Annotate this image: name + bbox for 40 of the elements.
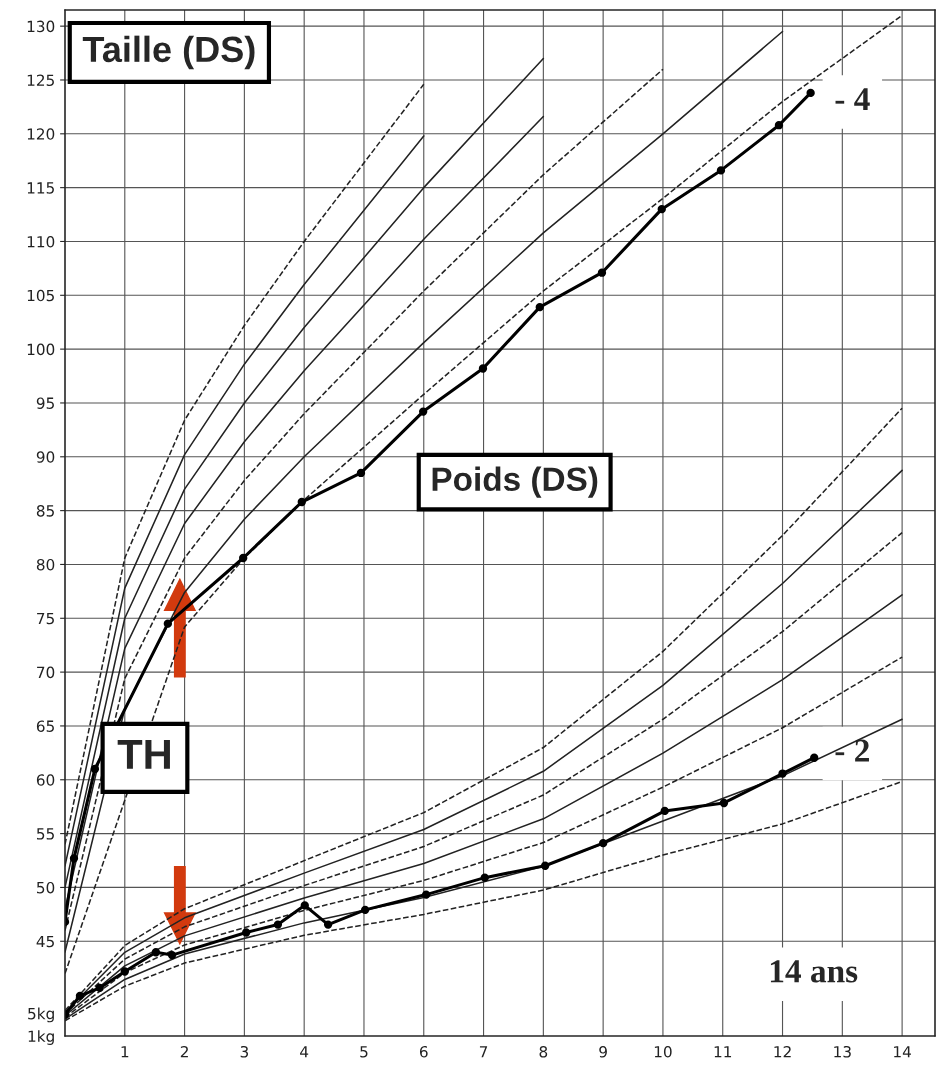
y-tick-label: 85 [36, 505, 54, 517]
annotation: - 4 [835, 88, 870, 111]
y-tick-label: 95 [36, 397, 54, 409]
y-tick-label: 105 [27, 289, 54, 302]
x-tick-label: 5 [360, 1046, 368, 1058]
x-tick-label: 12 [774, 1045, 791, 1058]
annotation: Taille (DS) [82, 35, 255, 70]
x-tick-label: 1 [121, 1046, 129, 1058]
y-tick-label: 45 [36, 935, 54, 948]
x-tick-label: 7 [479, 1046, 488, 1058]
x-tick-label: 6 [419, 1045, 428, 1058]
y-tick-label: 70 [37, 666, 55, 679]
y-tick-label: 60 [36, 774, 55, 786]
y-tick-label: 120 [27, 128, 55, 140]
x-tick-label: 2 [180, 1045, 188, 1058]
x-tick-label: 13 [834, 1045, 851, 1058]
x-tick-label: 4 [300, 1046, 309, 1058]
y-tick-label: 130 [27, 20, 55, 33]
y-tick-label: 100 [27, 343, 55, 356]
x-tick-label: 9 [599, 1045, 607, 1058]
x-tick-label: 14 [894, 1046, 911, 1058]
y-tick-label: 65 [36, 720, 54, 732]
y-tick-label: 115 [27, 182, 54, 194]
x-tick-label: 11 [714, 1046, 732, 1058]
y-tick-label: 80 [36, 558, 55, 571]
y2-tick-label: 5kg [28, 1007, 54, 1023]
x-tick-label: 8 [539, 1045, 548, 1058]
y-tick-label: 75 [37, 612, 54, 625]
annotation: - 2 [835, 739, 869, 762]
y-tick-label: 50 [37, 881, 55, 894]
y-tick-label: 110 [27, 235, 55, 248]
annotation: TH [117, 739, 170, 769]
x-tick-label: 3 [240, 1045, 249, 1058]
y-tick-label: 55 [37, 828, 54, 840]
annotation: 14 ans [770, 960, 858, 983]
y2-tick-label: 1kg [28, 1030, 54, 1045]
y-tick-label: 90 [36, 451, 55, 463]
annotation: Poids (DS) [432, 466, 598, 498]
y-tick-label: 125 [27, 74, 54, 86]
x-tick-label: 10 [654, 1045, 672, 1058]
